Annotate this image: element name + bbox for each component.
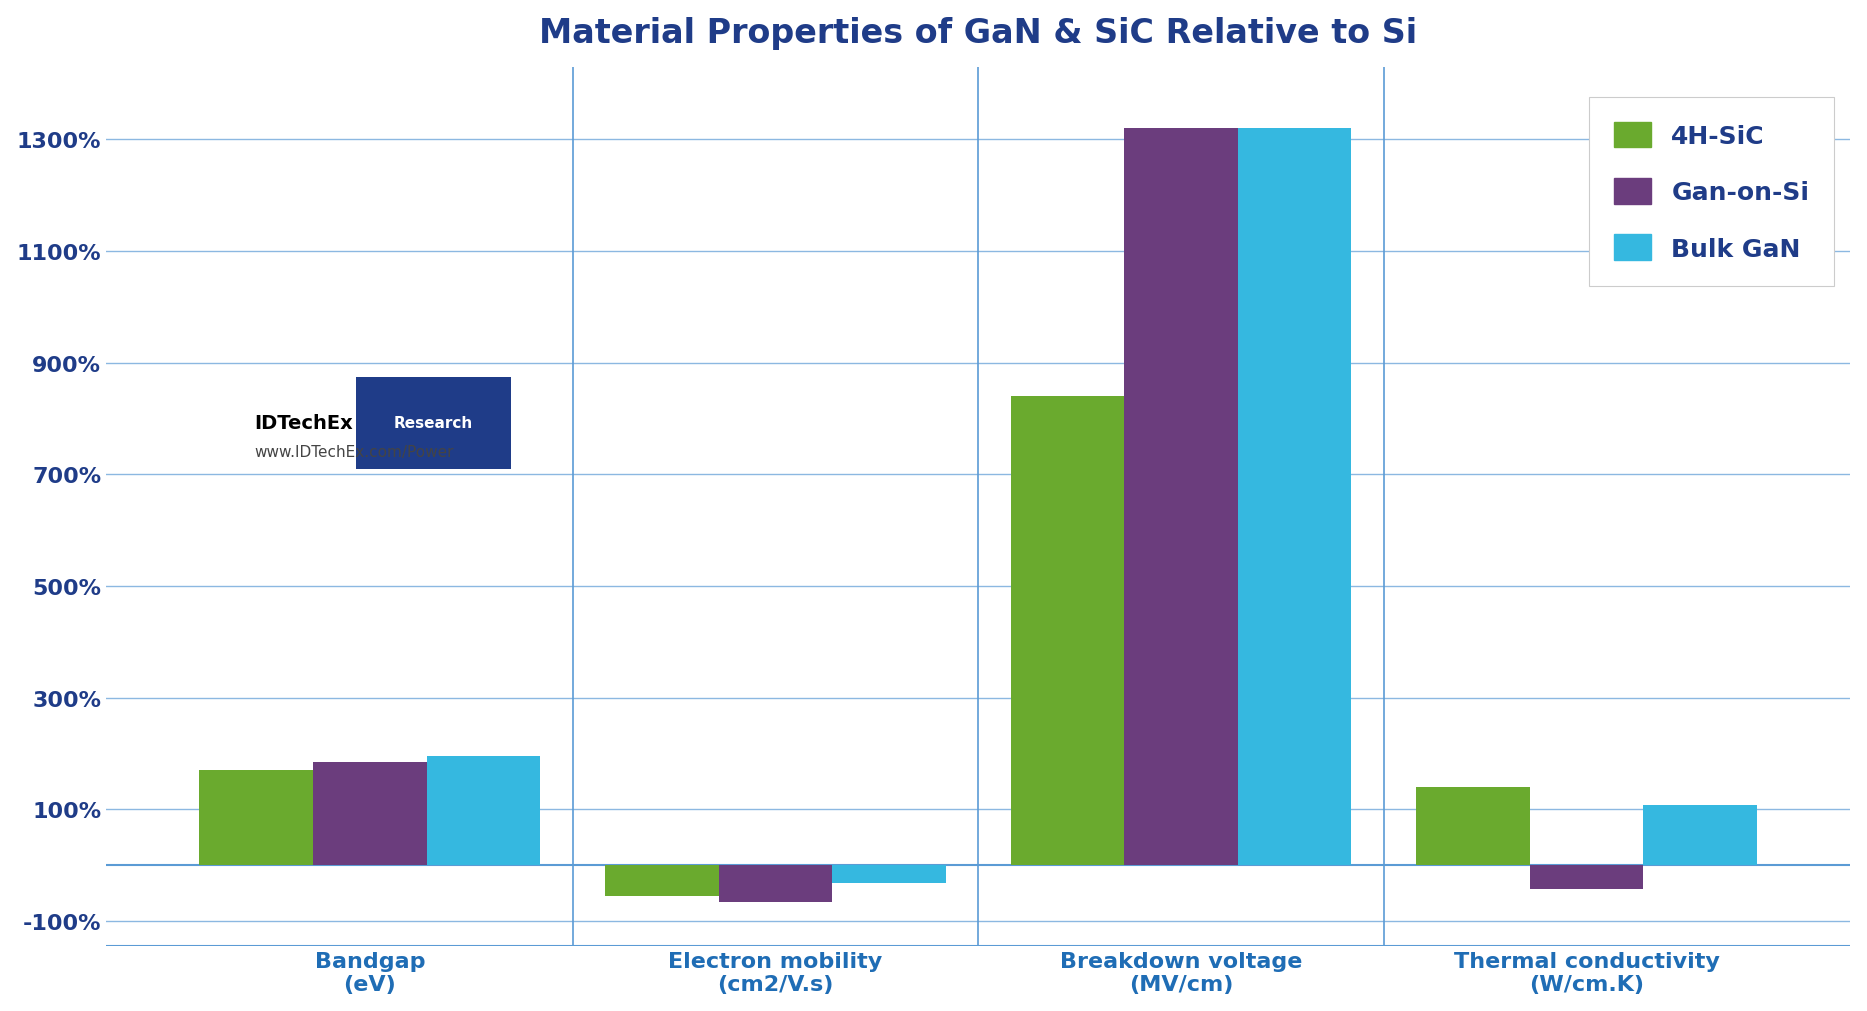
Bar [314, 762, 426, 865]
Bar [200, 770, 314, 865]
Bar [1529, 865, 1643, 889]
Text: www.IDTechEx.com/Power: www.IDTechEx.com/Power [254, 445, 454, 460]
Text: Research: Research [394, 416, 472, 431]
Bar [1417, 788, 1529, 865]
Bar [833, 865, 947, 884]
Bar [1010, 396, 1124, 865]
Bar [605, 865, 719, 896]
Legend: 4H-SiC, Gan-on-Si, Bulk GaN: 4H-SiC, Gan-on-Si, Bulk GaN [1589, 98, 1835, 286]
Text: IDTechEx: IDTechEx [254, 413, 353, 433]
Bar [1124, 129, 1238, 865]
Bar [426, 756, 540, 865]
Title: Material Properties of GaN & SiC Relative to Si: Material Properties of GaN & SiC Relativ… [540, 16, 1417, 50]
Bar [719, 865, 833, 902]
Bar [1238, 129, 1352, 865]
Bar [1643, 805, 1757, 865]
